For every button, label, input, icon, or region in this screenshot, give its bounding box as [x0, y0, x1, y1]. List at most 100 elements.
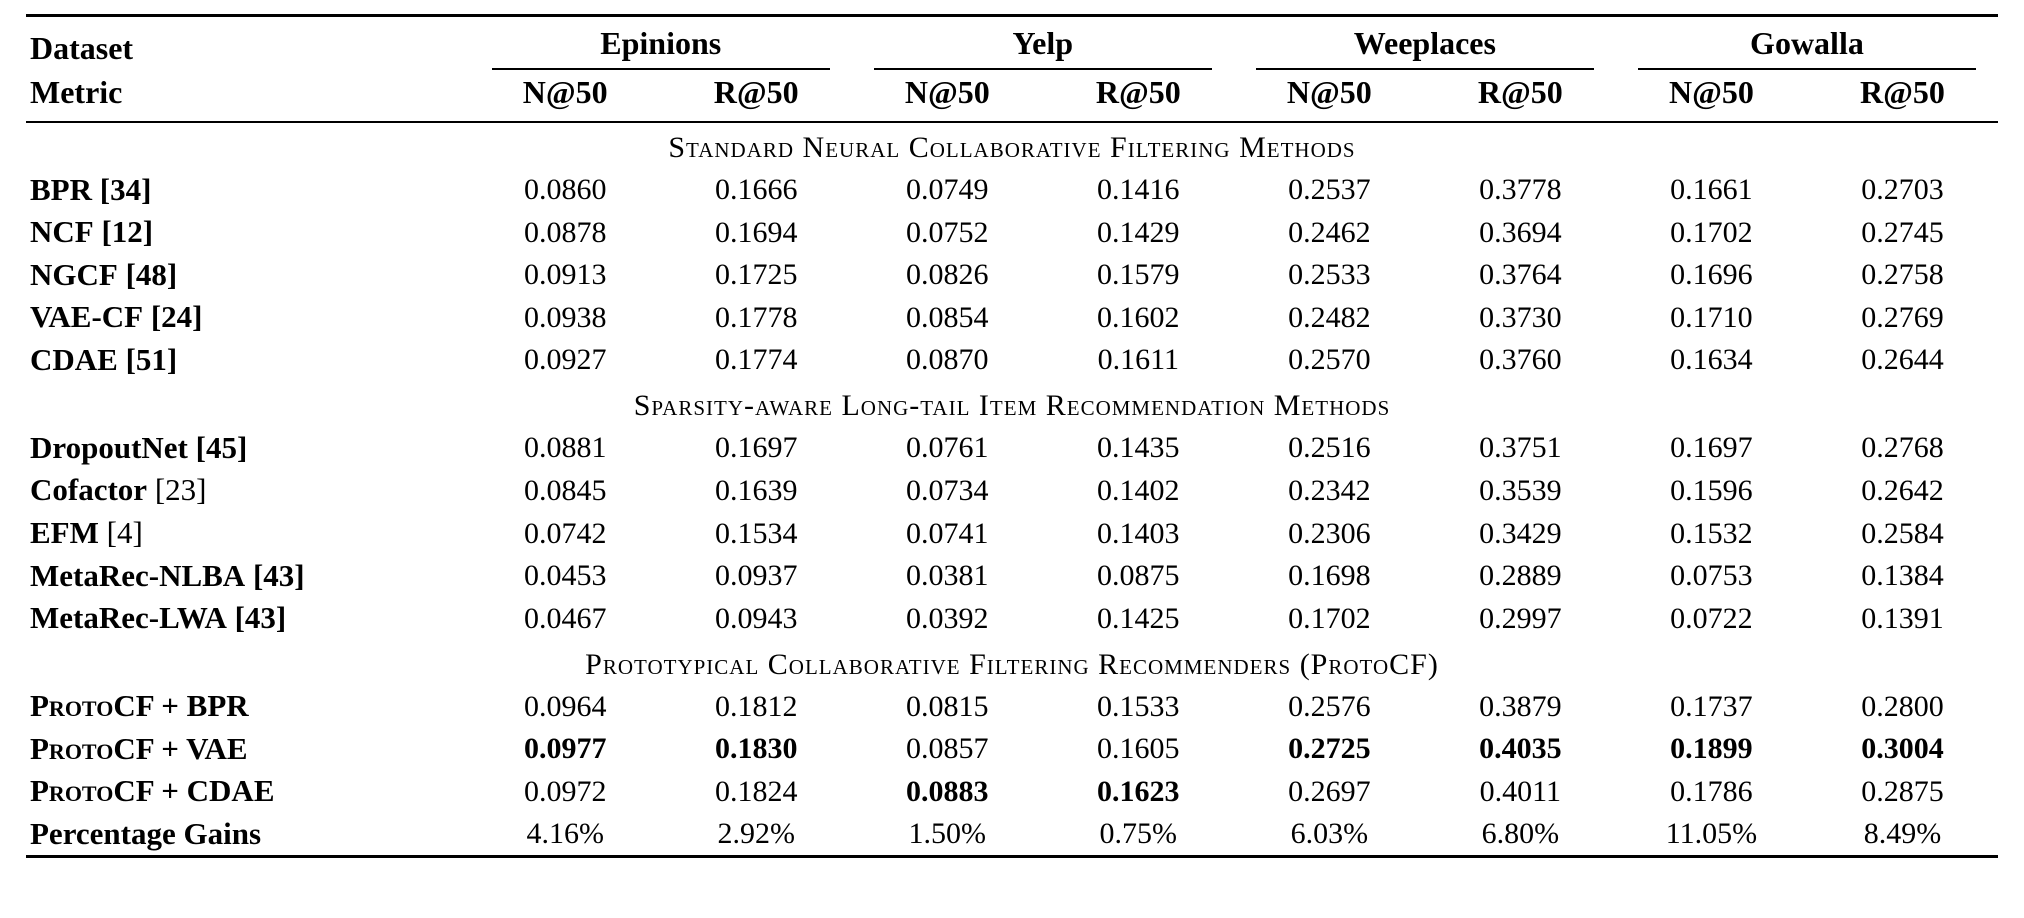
value-cell: 0.2516 [1288, 431, 1371, 465]
value-cell: 0.1696 [1670, 258, 1753, 292]
value-cell: 0.2725 [1288, 732, 1371, 766]
method-name: MetaRec-NLBA [30, 557, 246, 593]
group-underline [873, 67, 1212, 70]
value-cell: 0.2306 [1288, 516, 1371, 550]
method-label: CDAE [51] [26, 339, 470, 382]
value-cell: 0.0870 [906, 343, 989, 377]
method-label: BPR [34] [26, 169, 470, 212]
value-cell: 0.0854 [906, 300, 989, 334]
value-cell: 0.0937 [714, 559, 798, 593]
section-header-row: Sparsity-aware Long-tail Item Recommenda… [26, 381, 1998, 427]
value-cell: 0.0742 [523, 516, 607, 550]
value-cell: 0.1532 [1670, 516, 1753, 550]
method-name: ProtoCF + VAE [30, 730, 248, 766]
value-cell: 0.3751 [1479, 431, 1562, 465]
value-cell: 0.2644 [1861, 343, 1944, 377]
value-cell: 0.2584 [1861, 516, 1944, 550]
value-cell: 0.1824 [714, 774, 798, 808]
value-cell: 0.0972 [523, 774, 607, 808]
table-row: MetaRec-LWA [43] 0.0467 0.0943 0.0392 0.1425… [26, 597, 1998, 640]
value-cell: 0.0749 [906, 173, 989, 207]
method-label: ProtoCF + BPR [26, 685, 470, 728]
results-table: Dataset Epinions Yelp Weeplaces Gowalla [26, 14, 1998, 859]
section-header-row: Prototypical Collaborative Filtering Rec… [26, 640, 1998, 686]
value-cell: 0.1416 [1097, 173, 1180, 207]
metric-header: R@50 [660, 69, 852, 124]
method-label: NCF [12] [26, 211, 470, 254]
value-cell: 0.2875 [1861, 774, 1944, 808]
table-row: ProtoCF + CDAE 0.0972 0.1824 0.0883 0.1623 0.… [26, 770, 1998, 813]
value-cell: 0.1725 [714, 258, 798, 292]
group-header-yelp: Yelp [852, 16, 1234, 70]
method-name: EFM [30, 515, 99, 551]
value-cell: 0.1697 [1670, 431, 1753, 465]
method-label: Percentage Gains [26, 812, 470, 859]
value-cell: 0.2533 [1288, 258, 1371, 292]
value-cell: 0.3760 [1479, 343, 1562, 377]
citation-ref: [43] [245, 557, 305, 593]
citation-ref: [48] [117, 256, 178, 292]
value-cell: 0.0964 [523, 689, 607, 723]
value-cell: 0.1778 [714, 300, 798, 334]
value-cell: 0.0943 [714, 601, 798, 635]
metric-header: N@50 [1615, 69, 1807, 124]
value-cell: 0.1661 [1670, 173, 1753, 207]
value-cell: 0.4011 [1479, 774, 1562, 808]
group-label: Weeplaces [1353, 25, 1496, 61]
metric-header: R@50 [1424, 69, 1616, 124]
metric-header: R@50 [1042, 69, 1234, 124]
value-cell: 0.0857 [906, 732, 989, 766]
value-cell: 0.1533 [1097, 689, 1180, 723]
method-name: CDAE [30, 341, 118, 377]
table-row: DropoutNet [45] 0.0881 0.1697 0.0761 0.1435 0… [26, 427, 1998, 470]
value-cell: 0.2576 [1288, 689, 1371, 723]
method-name: BPR [30, 171, 92, 207]
method-label: NGCF [48] [26, 254, 470, 297]
section-header-row: Standard Neural Collaborative Filtering … [26, 122, 1998, 169]
value-cell: 0.1737 [1670, 689, 1753, 723]
value-cell: 0.1391 [1861, 601, 1944, 635]
value-cell: 0.1786 [1670, 774, 1753, 808]
value-cell: 0.3694 [1479, 215, 1562, 249]
value-cell: 0.2570 [1288, 343, 1371, 377]
value-cell: 0.2769 [1861, 300, 1944, 334]
value-cell: 0.3429 [1479, 516, 1562, 550]
value-cell: 0.3764 [1479, 258, 1562, 292]
table-row: Percentage Gains 4.16% 2.92% 1.50% 0.75% 6.03… [26, 812, 1998, 859]
value-cell: 0.0761 [906, 431, 989, 465]
table-row: NCF [12] 0.0878 0.1694 0.0752 0.1429 0.2462 0.… [26, 211, 1998, 254]
value-cell: 0.0878 [523, 215, 607, 249]
value-cell: 6.80% [1424, 812, 1616, 859]
value-cell: 0.1899 [1670, 732, 1753, 766]
paper-table-region: Dataset Epinions Yelp Weeplaces Gowalla [26, 14, 1998, 859]
value-cell: 0.1830 [714, 732, 798, 766]
citation-ref: [34] [92, 171, 152, 207]
table-row: VAE-CF [24] 0.0938 0.1778 0.0854 0.1602 0.248… [26, 296, 1998, 339]
value-cell: 0.0722 [1670, 601, 1753, 635]
group-header-gowalla: Gowalla [1616, 16, 1998, 70]
group-underline [1637, 67, 1976, 70]
value-cell: 2.92% [660, 812, 852, 859]
value-cell: 0.0741 [906, 516, 989, 550]
value-cell: 0.0938 [523, 300, 607, 334]
value-cell: 0.2758 [1861, 258, 1944, 292]
value-cell: 0.75% [1042, 812, 1234, 859]
value-cell: 0.0467 [523, 601, 607, 635]
value-cell: 0.2697 [1288, 774, 1371, 808]
table-row: ProtoCF + VAE 0.0977 0.1830 0.0857 0.1605 0.2… [26, 728, 1998, 771]
section-title: Prototypical Collaborative Filtering Rec… [585, 647, 1439, 681]
citation-ref: [43] [226, 600, 287, 636]
value-cell: 0.1605 [1097, 732, 1180, 766]
value-cell: 0.1702 [1288, 601, 1371, 635]
method-name: NGCF [30, 256, 118, 292]
value-cell: 0.1694 [714, 215, 798, 249]
value-cell: 8.49% [1806, 812, 1998, 859]
section-title: Sparsity-aware Long-tail Item Recommenda… [633, 389, 1391, 423]
method-name: ProtoCF + BPR [30, 688, 249, 724]
value-cell: 0.0734 [906, 473, 989, 507]
value-cell: 0.2703 [1861, 173, 1944, 207]
value-cell: 6.03% [1233, 812, 1425, 859]
citation-ref: [4] [98, 515, 143, 551]
value-cell: 0.0881 [523, 431, 607, 465]
method-name: VAE-CF [30, 299, 144, 335]
